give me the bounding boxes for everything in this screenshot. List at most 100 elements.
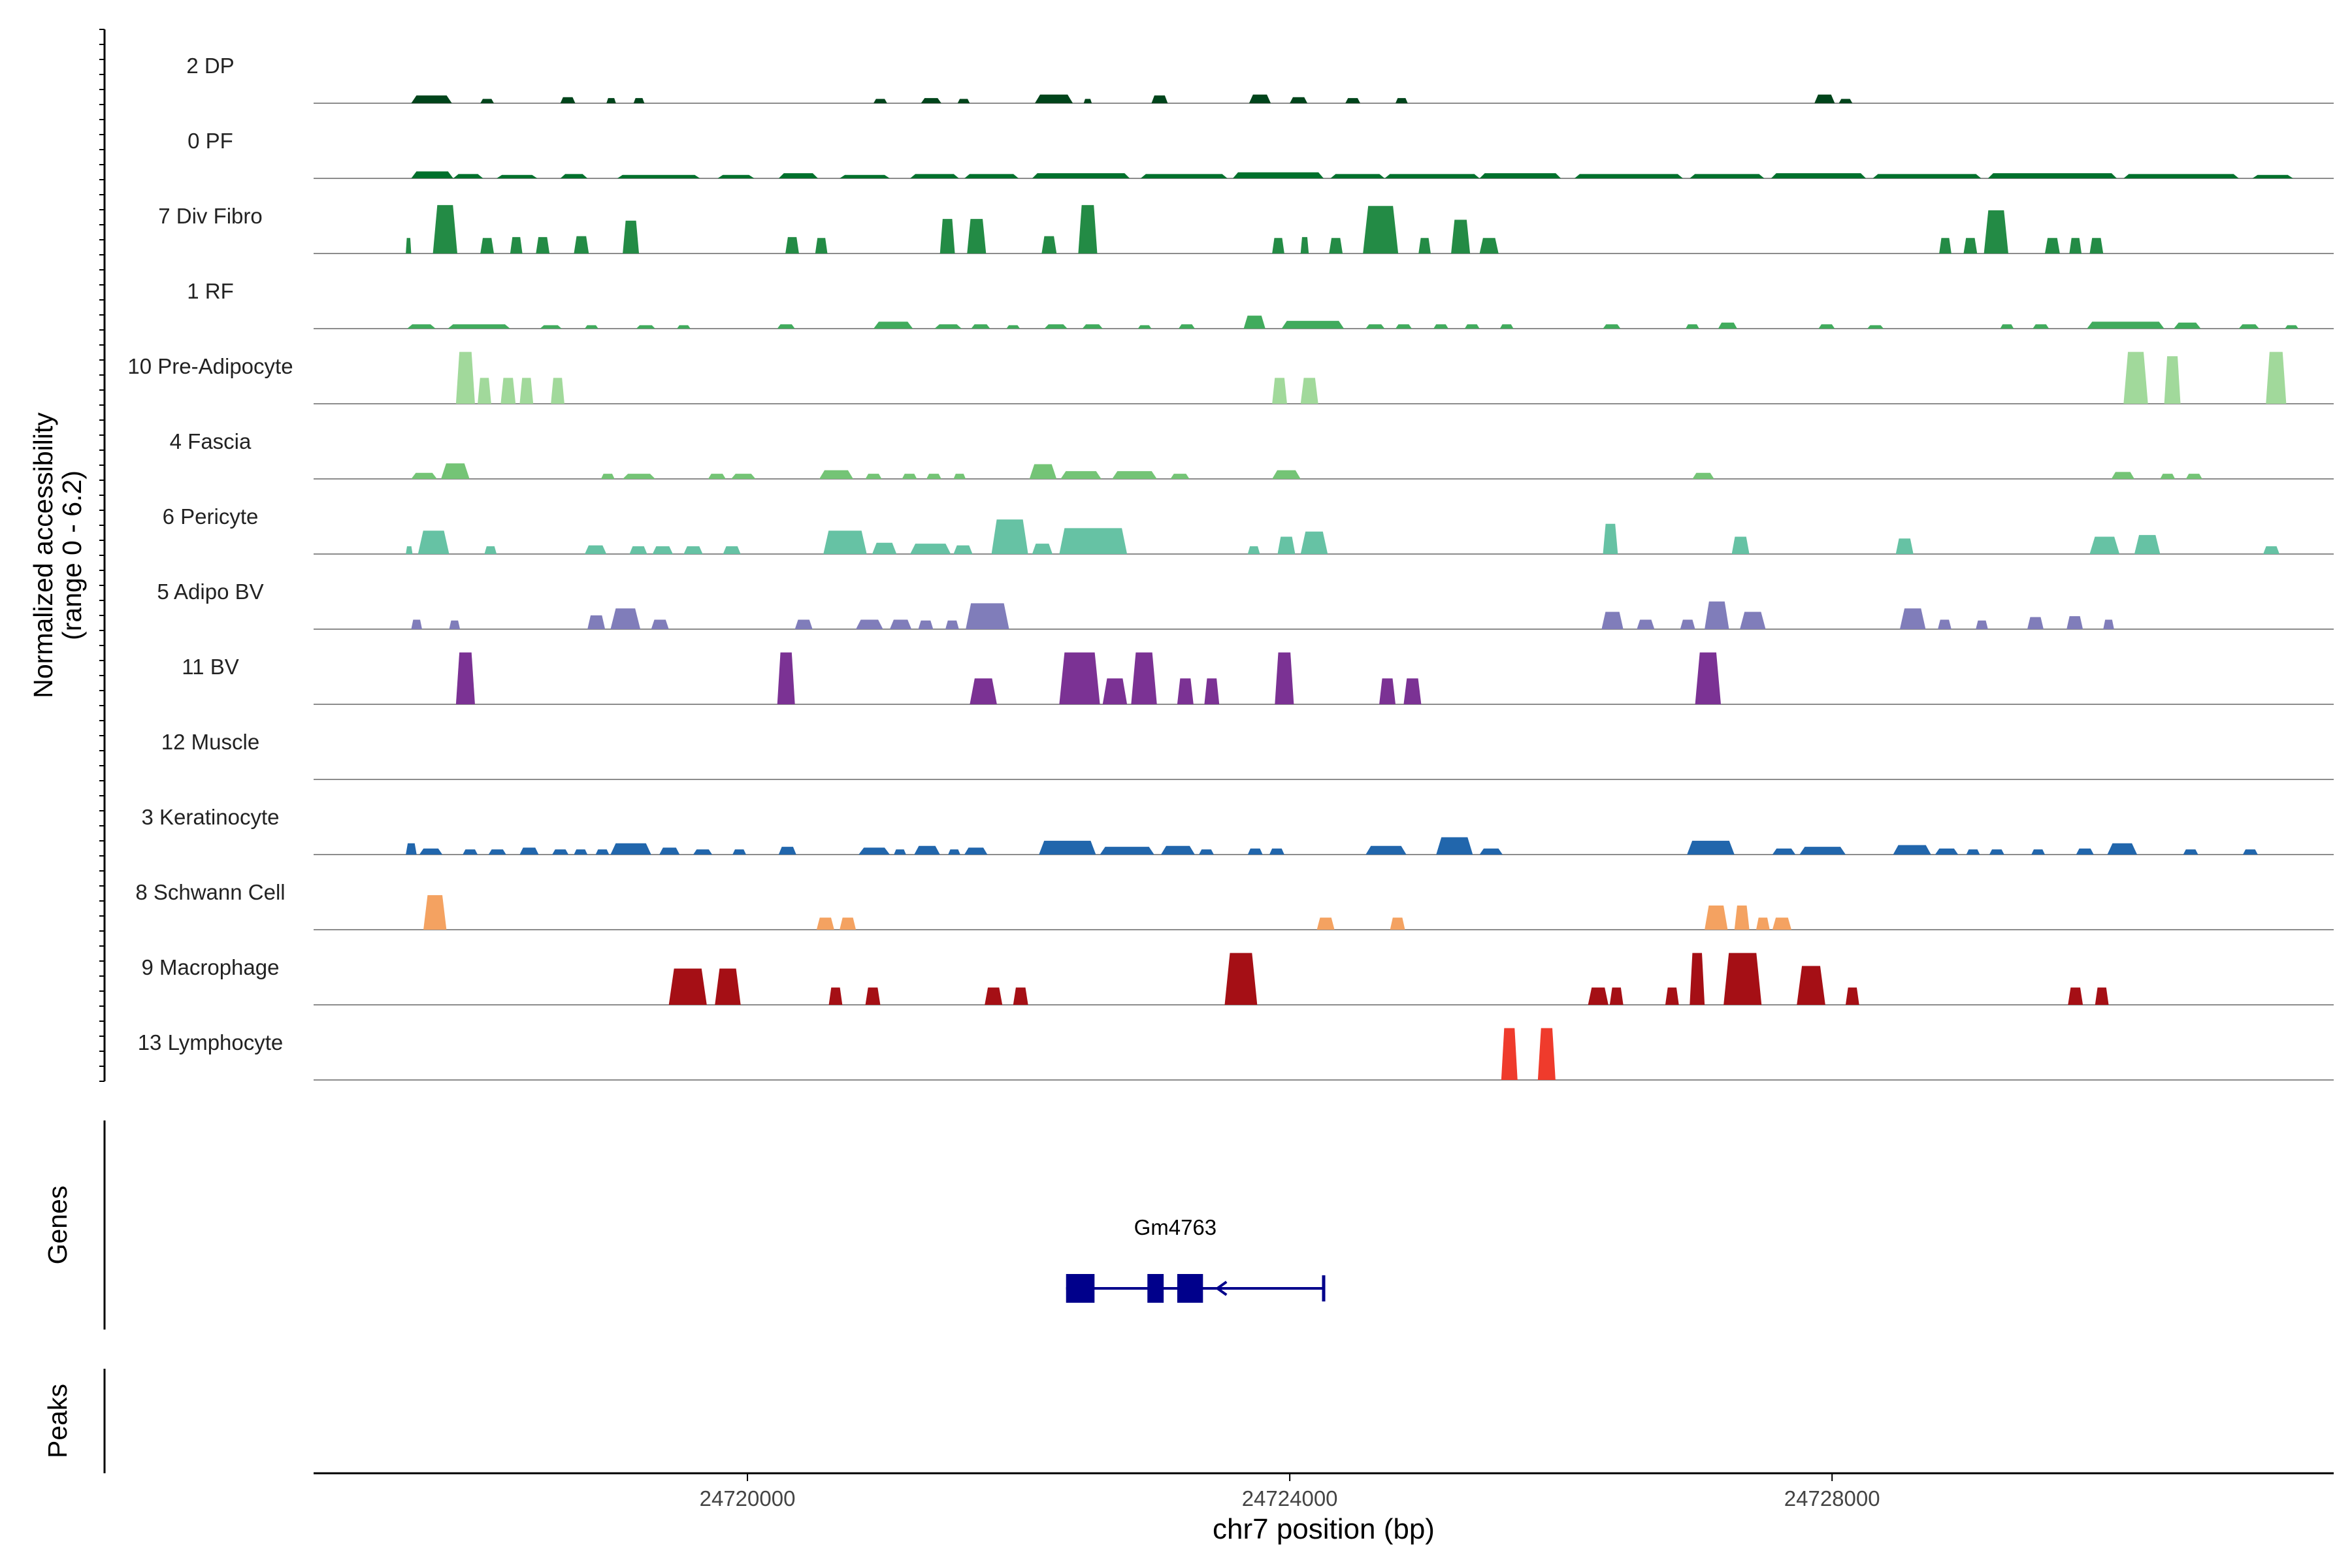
accessibility-peak (953, 545, 973, 554)
accessibility-peak (480, 99, 494, 103)
accessibility-peak (967, 219, 987, 253)
accessibility-peak (552, 849, 569, 855)
accessibility-peak (406, 546, 413, 554)
accessibility-peak (1814, 94, 1835, 103)
accessibility-peak (407, 324, 436, 329)
track-label: 10 Pre-Adipocyte (127, 354, 293, 378)
accessibility-peak (1290, 97, 1308, 103)
accessibility-peak (1272, 470, 1301, 479)
accessibility-peak (2069, 238, 2082, 253)
accessibility-peak (723, 546, 741, 554)
accessibility-peak (617, 174, 700, 178)
accessibility-peak (1963, 238, 1978, 253)
peaks-panel-label: Peaks (42, 1384, 73, 1458)
accessibility-peak (2123, 351, 2148, 404)
accessibility-peak (1436, 837, 1473, 855)
accessibility-peak (1395, 324, 1412, 329)
accessibility-peak (2000, 324, 2014, 329)
accessibility-peak (1100, 847, 1154, 855)
accessibility-peak (966, 603, 1009, 629)
accessibility-peak (1723, 953, 1762, 1005)
accessibility-peak (828, 987, 843, 1005)
accessibility-peak (1006, 325, 1021, 329)
accessibility-peak (1137, 325, 1152, 329)
peaks-panel: Peaks (42, 1369, 106, 1473)
accessibility-peak (1204, 678, 1220, 704)
accessibility-peak (411, 95, 452, 103)
accessibility-peak (587, 615, 606, 629)
accessibility-peak (715, 968, 741, 1005)
accessibility-peak (2033, 324, 2050, 329)
accessibility-peak (633, 98, 645, 103)
accessibility-peak (874, 321, 913, 329)
track-label: 12 Muscle (161, 730, 259, 754)
accessibility-peak (560, 174, 588, 178)
accessibility-peak (777, 652, 795, 704)
accessibility-peak (449, 620, 461, 629)
accessibility-peak (1170, 474, 1190, 479)
accessibility-peak (585, 325, 598, 329)
accessibility-peak (1199, 849, 1214, 855)
accessibility-peak (574, 849, 588, 855)
accessibility-peak (519, 847, 539, 855)
accessibility-peak (778, 173, 818, 178)
accessibility-peak (777, 324, 795, 329)
accessibility-peak (957, 99, 970, 103)
accessibility-peak (2087, 321, 2164, 329)
accessibility-peak (1984, 210, 2008, 253)
accessibility-peak (1818, 324, 1835, 329)
accessibility-peak (636, 325, 655, 329)
accessibility-peak (1899, 608, 1926, 629)
accessibility-peak (610, 608, 641, 629)
accessibility-peak (1872, 174, 1982, 178)
accessibility-peak (1363, 206, 1399, 253)
accessibility-peak (1281, 321, 1345, 329)
accessibility-peak (934, 324, 962, 329)
accessibility-peak (1300, 378, 1318, 404)
genes-panel-label: Genes (42, 1186, 73, 1265)
accessibility-peak (1272, 238, 1284, 253)
accessibility-peak (1609, 987, 1624, 1005)
accessibility-peak (480, 238, 494, 253)
accessibility-peak (2160, 474, 2176, 479)
genes-panel: Genes Gm4763 (42, 1120, 1326, 1330)
track-label: 8 Schwann Cell (135, 880, 285, 904)
accessibility-peak (1418, 238, 1431, 253)
accessibility-peak (2066, 616, 2083, 629)
accessibility-peak (874, 99, 887, 103)
accessibility-peak (794, 619, 813, 629)
accessibility-peak (2044, 238, 2060, 253)
accessibility-peak (1499, 324, 1514, 329)
track-label: 3 Keratinocyte (142, 805, 280, 829)
accessibility-peak (1316, 917, 1335, 930)
accessibility-peak (2266, 351, 2287, 404)
accessibility-peak (659, 847, 680, 855)
accessibility-peak (948, 849, 960, 855)
accessibility-peak (1867, 325, 1884, 329)
accessibility-peak (441, 463, 470, 479)
accessibility-peak (2095, 987, 2109, 1005)
accessibility-peak (433, 204, 457, 253)
accessibility-peak (1451, 220, 1471, 253)
accessibility-peak (1272, 378, 1287, 404)
accessibility-peak (840, 174, 890, 178)
accessibility-peak (858, 847, 890, 855)
accessibility-peak (406, 238, 412, 253)
accessibility-peak (1330, 174, 1385, 178)
accessibility-peak (497, 174, 538, 178)
accessibility-peak (1160, 845, 1195, 855)
accessibility-peak (1082, 324, 1103, 329)
accessibility-peak (423, 895, 447, 930)
accessibility-peak (964, 847, 988, 855)
accessibility-peak (1177, 678, 1194, 704)
accessibility-peak (1771, 173, 1867, 178)
accessibility-peak (677, 325, 691, 329)
accessibility-peak (2238, 324, 2259, 329)
accessibility-peak (453, 174, 483, 178)
accessibility-peak (1731, 536, 1750, 554)
accessibility-peak (717, 174, 755, 178)
track-baselines (314, 103, 2334, 1081)
accessibility-peak (1178, 324, 1195, 329)
accessibility-peak (1029, 464, 1057, 479)
track-label: 2 DP (186, 54, 234, 78)
